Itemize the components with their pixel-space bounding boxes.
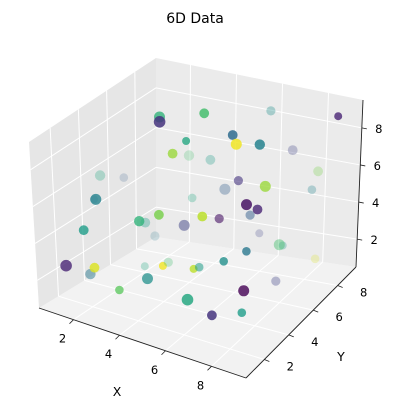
data-point <box>266 106 276 116</box>
data-point <box>242 247 251 256</box>
data-point <box>115 285 124 295</box>
z-tick-mark <box>361 127 367 130</box>
z-tick-mark <box>360 164 366 167</box>
z-grid-back <box>155 206 358 240</box>
y-grid-floor <box>136 248 338 286</box>
x-tick-label: 6 <box>151 363 158 377</box>
data-point <box>150 231 160 241</box>
data-point <box>205 154 216 165</box>
data-point <box>134 216 145 227</box>
data-point <box>158 261 167 270</box>
data-point <box>187 193 197 203</box>
data-point <box>273 239 285 251</box>
data-point <box>60 259 72 272</box>
data-point <box>181 293 194 306</box>
z-tick-label: 2 <box>371 233 378 247</box>
y-tick-label: 2 <box>287 360 294 374</box>
data-point <box>254 139 265 150</box>
y-tick-label: 8 <box>360 286 367 300</box>
data-point <box>287 145 298 156</box>
y-grid-floor <box>110 264 314 311</box>
z-grid-left <box>32 127 157 207</box>
y-tick-mark <box>264 359 270 362</box>
grid-lines <box>30 64 362 367</box>
data-point <box>140 262 149 271</box>
data-point <box>313 166 323 177</box>
data-point <box>89 262 100 273</box>
data-point <box>310 254 320 264</box>
x-tick-mark <box>207 366 212 371</box>
data-point <box>154 209 164 220</box>
data-point <box>94 170 106 181</box>
axis-panes <box>29 58 363 378</box>
data-point <box>78 225 89 236</box>
x-tick-mark <box>69 319 74 324</box>
data-point <box>90 193 102 205</box>
x-tick-label: 2 <box>59 332 66 346</box>
x-tick-mark <box>161 350 166 356</box>
data-point <box>182 137 191 145</box>
y-tick-label: 6 <box>336 310 343 324</box>
data-point <box>233 176 243 186</box>
data-point <box>227 130 238 140</box>
y-tick-label: 4 <box>311 335 318 349</box>
y-tick-mark <box>288 334 294 338</box>
data-point <box>167 148 178 159</box>
data-points <box>60 106 343 321</box>
data-point <box>219 257 228 266</box>
data-point <box>237 308 247 318</box>
data-point <box>307 185 317 194</box>
z-tick-label: 4 <box>372 196 379 210</box>
data-point <box>142 273 153 285</box>
data-point <box>252 204 263 215</box>
y-axis-label: Y <box>336 349 345 364</box>
data-point <box>178 219 190 231</box>
data-point <box>214 214 224 224</box>
x-axis-label: X <box>113 384 122 399</box>
data-point <box>238 285 250 297</box>
data-point <box>219 183 231 195</box>
data-point <box>334 112 343 121</box>
z-grid-back <box>155 166 359 203</box>
data-point <box>183 150 195 161</box>
x-tick-label: 8 <box>197 378 204 392</box>
floor-pane <box>39 237 356 378</box>
z-tick-mark <box>357 238 363 241</box>
data-point <box>230 138 242 150</box>
data-point <box>163 257 173 267</box>
data-point <box>271 276 281 286</box>
z-tick-mark <box>358 201 364 204</box>
z-grid-left <box>34 166 157 244</box>
y-tick-mark <box>337 285 343 288</box>
z-grid-back <box>155 87 362 129</box>
y-grid-floor <box>58 295 265 360</box>
left-pane <box>29 58 156 308</box>
z-grid-left <box>30 87 157 171</box>
z-tick-label: 8 <box>375 122 382 136</box>
data-point <box>241 199 252 211</box>
y-tick-mark <box>313 309 319 313</box>
data-point <box>194 262 204 272</box>
data-point <box>153 116 166 128</box>
x-tick-mark <box>115 334 120 340</box>
data-point <box>255 229 264 238</box>
data-point <box>259 180 271 192</box>
data-point <box>199 108 210 119</box>
data-point <box>207 310 217 321</box>
data-point <box>245 210 255 220</box>
tick-labels: 2 4 6 8 2 4 6 8 2 4 6 8 <box>59 122 383 393</box>
data-point <box>197 211 208 222</box>
data-point <box>278 241 287 250</box>
z-tick-label: 6 <box>374 159 381 173</box>
data-point <box>119 173 129 182</box>
x-tick-label: 4 <box>105 347 112 361</box>
chart-title: 6D Data <box>166 11 224 27</box>
